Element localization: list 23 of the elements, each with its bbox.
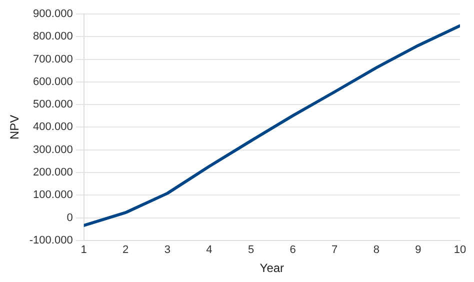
x-tick-label: 4 xyxy=(206,244,212,256)
y-tick-label: 900.000 xyxy=(33,8,73,20)
y-tick-label: -100.000 xyxy=(29,234,73,246)
y-tick-label: 300.000 xyxy=(33,144,73,156)
y-tick-label: 100.000 xyxy=(33,189,73,202)
x-tick-label: 2 xyxy=(122,244,129,256)
x-tick-label: 7 xyxy=(332,244,338,256)
x-tick-label: 1 xyxy=(80,244,87,256)
y-tick-label: 600.000 xyxy=(33,76,73,88)
y-tick-label: 400.000 xyxy=(33,121,73,134)
x-tick-label: 5 xyxy=(248,244,254,256)
x-tick-label: 9 xyxy=(415,244,422,256)
y-tick-label: 0 xyxy=(66,212,73,224)
y-tick-label: 800.000 xyxy=(33,30,73,43)
x-axis-title: Year xyxy=(260,261,284,276)
y-tick-label: 500.000 xyxy=(33,98,73,111)
y-tick-label: 200.000 xyxy=(33,166,73,179)
x-tick-label: 8 xyxy=(373,244,380,256)
x-tick-label: 10 xyxy=(454,244,466,256)
x-tick-label: 3 xyxy=(164,244,170,256)
y-tick-label: 700.000 xyxy=(33,53,73,66)
x-tick-label: 6 xyxy=(290,244,296,256)
y-axis-title: NPV xyxy=(8,114,22,140)
